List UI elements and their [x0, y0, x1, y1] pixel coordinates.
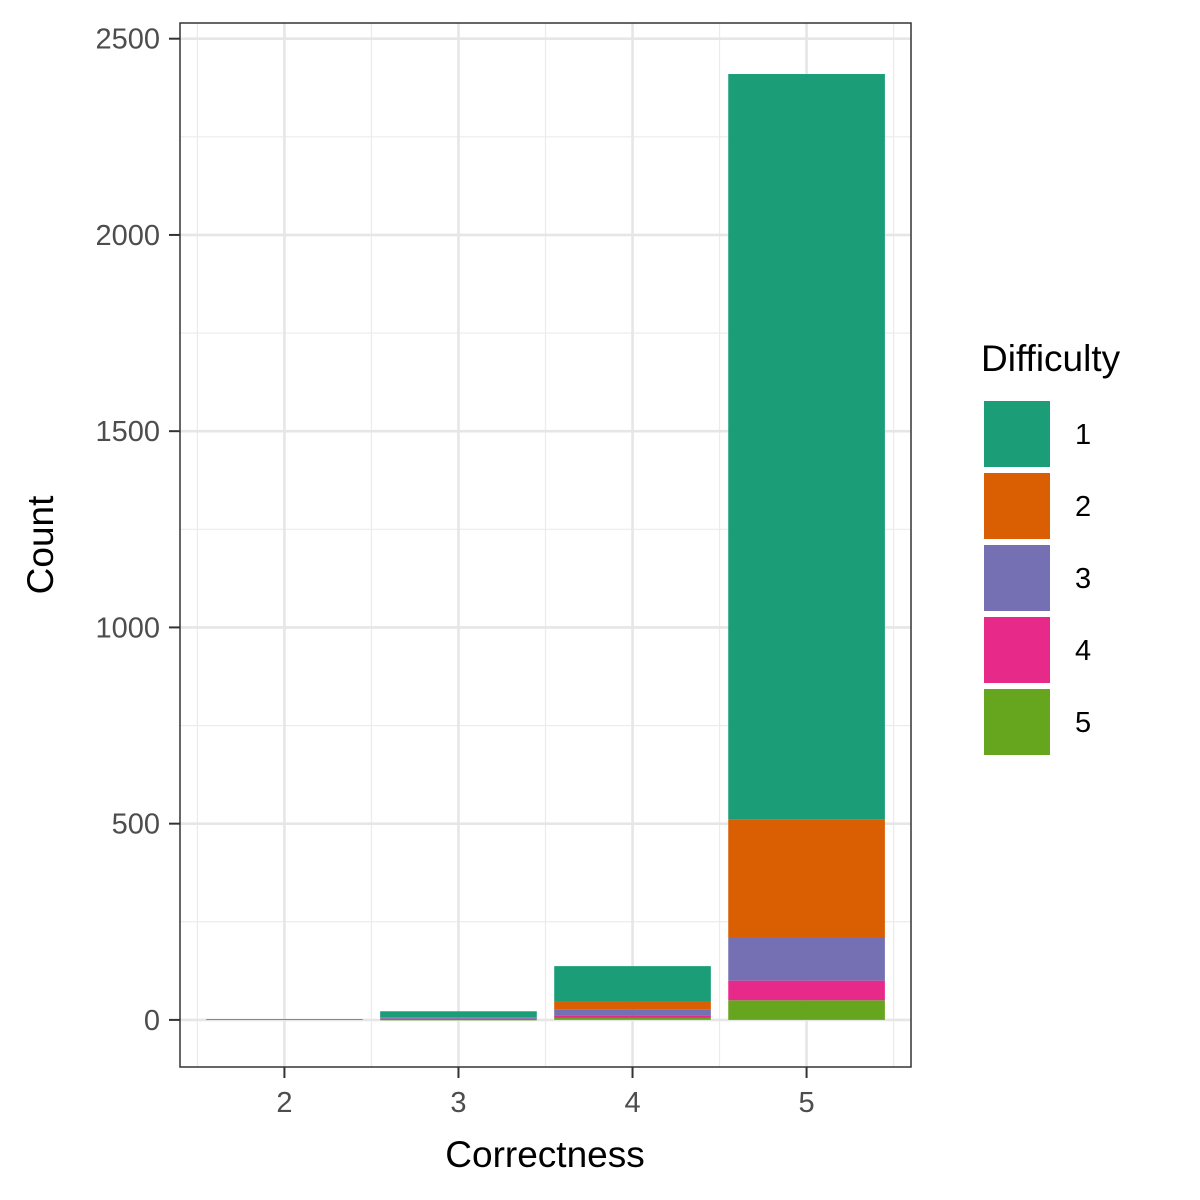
bar-segment-cat3-diff3 [380, 1017, 537, 1019]
legend-title: Difficulty [981, 338, 1121, 379]
bar-segment-cat5-diff2 [728, 819, 885, 938]
bar-segment-cat4-diff4 [554, 1015, 711, 1018]
bar-segment-cat5-diff3 [728, 937, 885, 981]
bar-segment-cat4-diff5 [554, 1017, 711, 1020]
x-tick-label: 5 [799, 1087, 815, 1119]
legend-key-1 [984, 401, 1050, 467]
bar-segment-cat5-diff5 [728, 1000, 885, 1020]
legend-label-1: 1 [1075, 419, 1091, 451]
bar-segment-cat4-diff3 [554, 1009, 711, 1016]
y-axis: 0 500 1000 1500 2000 2500 [95, 24, 180, 1037]
legend: Difficulty 1 2 3 4 5 [981, 338, 1121, 755]
x-tick-label: 3 [450, 1087, 466, 1119]
bar-segment-cat4-diff1 [554, 966, 711, 1002]
bar-segment-cat3-diff1 [380, 1011, 537, 1018]
x-tick-label: 2 [276, 1087, 292, 1119]
y-tick-label: 500 [112, 809, 160, 841]
legend-key-2 [984, 473, 1050, 539]
y-tick-label: 0 [144, 1005, 160, 1037]
legend-label-3: 3 [1075, 563, 1091, 595]
y-axis-title: Count [20, 495, 61, 594]
bars [206, 74, 885, 1021]
bar-segment-cat3-diff4 [380, 1018, 537, 1020]
legend-key-4 [984, 617, 1050, 683]
grid-minor [180, 23, 911, 1067]
y-tick-label: 2000 [95, 220, 160, 252]
bar-segment-cat4-diff2 [554, 1001, 711, 1010]
legend-label-5: 5 [1075, 707, 1091, 739]
x-axis: 2 3 4 5 [276, 1067, 815, 1119]
x-tick-label: 4 [624, 1087, 640, 1119]
legend-label-2: 2 [1075, 491, 1091, 523]
bar-segment-cat5-diff1 [728, 74, 885, 820]
x-axis-title: Correctness [445, 1134, 644, 1175]
legend-label-4: 4 [1075, 635, 1091, 667]
plot-border [179, 22, 912, 1068]
y-tick-label: 1000 [95, 612, 160, 644]
legend-key-5 [984, 689, 1050, 755]
bar-segment-cat3-diff2 [380, 1017, 537, 1018]
legend-key-3 [984, 545, 1050, 611]
bar-segment-cat5-diff4 [728, 980, 885, 1001]
y-tick-label: 1500 [95, 416, 160, 448]
y-tick-label: 2500 [95, 24, 160, 56]
bar-segment-cat2-diff1 [206, 1019, 363, 1020]
bar-segment-cat3-diff5 [380, 1019, 537, 1021]
